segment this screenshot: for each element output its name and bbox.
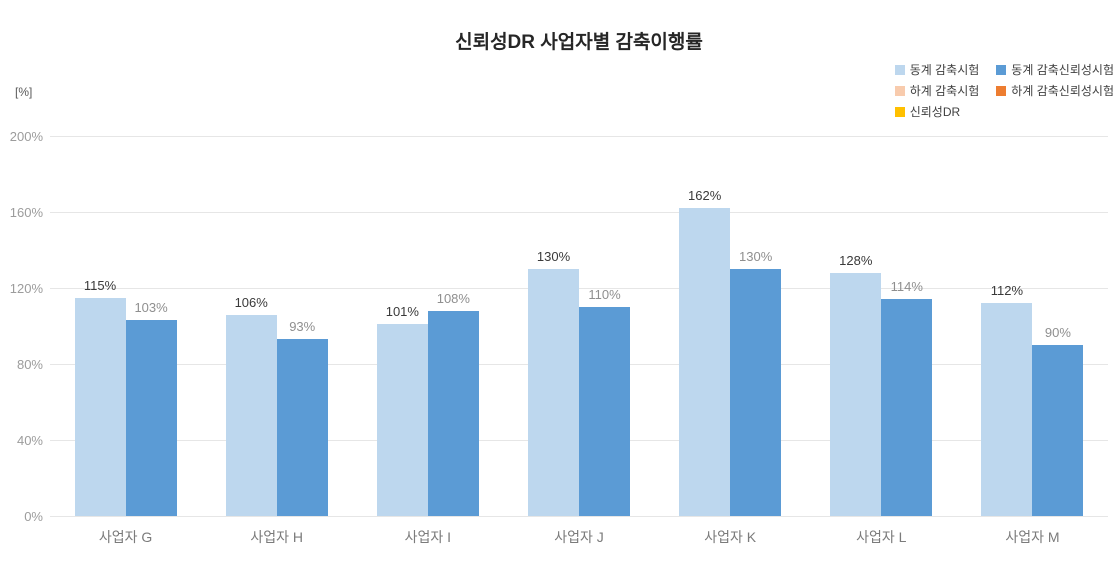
bar-value-label: 106% xyxy=(234,294,268,310)
legend-item: 신뢰성DR xyxy=(894,103,980,120)
x-category-label: 사업자 I xyxy=(404,529,452,545)
legend-label: 동계 감축신뢰성시험 xyxy=(1011,63,1114,77)
legend-swatch-icon xyxy=(894,85,905,96)
y-tick-label: 120% xyxy=(9,281,43,296)
y-tick-label: 160% xyxy=(9,205,43,220)
bar-value-label: 130% xyxy=(739,249,773,264)
legend-label: 하계 감축신뢰성시험 xyxy=(1011,84,1114,98)
plot-area: 115% 103% 106% 93% 101% 108% 130% 110% 162% 130% 1… xyxy=(50,136,1108,517)
bar-winter-test xyxy=(74,297,126,516)
bar-winter-test xyxy=(376,324,428,516)
y-axis-unit-label: [%] xyxy=(15,85,33,99)
legend-item: 동계 감축시험 xyxy=(894,61,980,78)
bar-value-label: 90% xyxy=(1044,325,1071,340)
bar-value-label: 115% xyxy=(83,277,117,293)
bar-value-label: 162% xyxy=(688,188,722,204)
bar-value-label: 130% xyxy=(536,249,571,264)
bar-value-label: 114% xyxy=(890,279,923,295)
bar-value-label: 112% xyxy=(990,283,1024,299)
bar-value-label: 128% xyxy=(839,252,873,268)
x-category-label: 사업자 M xyxy=(1005,529,1060,545)
bar-value-label: 93% xyxy=(289,319,316,335)
bar-winter-reliability-test xyxy=(276,339,328,516)
y-tick-label: 200% xyxy=(9,129,43,144)
legend-swatch-icon xyxy=(996,85,1007,96)
legend-item: 동계 감축신뢰성시험 xyxy=(996,61,1114,78)
gridline xyxy=(50,288,1108,289)
legend-label: 동계 감축시험 xyxy=(909,63,980,77)
x-category-label: 사업자 L xyxy=(856,529,907,545)
gridline xyxy=(50,136,1108,137)
y-tick-label: 0% xyxy=(24,509,43,524)
bar-winter-reliability-test xyxy=(1032,345,1084,516)
bar-winter-test xyxy=(830,272,882,516)
bar-value-label: 110% xyxy=(588,287,621,302)
bar-value-label: 103% xyxy=(134,300,168,316)
bar-winter-reliability-test xyxy=(730,269,782,516)
bar-value-label: 101% xyxy=(385,304,419,320)
x-category-label: 사업자 G xyxy=(98,529,153,545)
bar-winter-test xyxy=(528,269,579,516)
bar-winter-reliability-test xyxy=(125,320,177,516)
y-tick-label: 40% xyxy=(16,433,43,448)
bar-winter-test xyxy=(679,208,731,516)
gridline xyxy=(50,516,1108,517)
x-category-label: 사업자 K xyxy=(704,529,757,545)
legend-label: 하계 감축시험 xyxy=(909,84,980,98)
bar-winter-test xyxy=(225,314,277,516)
bar-winter-test xyxy=(981,303,1033,516)
legend-swatch-icon xyxy=(894,106,905,117)
legend-item: 하계 감축신뢰성시험 xyxy=(996,82,1114,99)
y-tick-label: 80% xyxy=(16,357,43,372)
bar-winter-reliability-test xyxy=(579,307,630,516)
legend-swatch-icon xyxy=(996,64,1007,75)
gridline xyxy=(50,212,1108,213)
x-category-label: 사업자 H xyxy=(250,529,304,545)
bar-winter-reliability-test xyxy=(881,299,933,516)
legend-item: 하계 감축시험 xyxy=(894,82,980,99)
x-category-label: 사업자 J xyxy=(554,529,604,545)
chart-title: 신뢰성DR 사업자별 감축이행률 xyxy=(455,32,703,53)
bar-value-label: 108% xyxy=(436,290,470,306)
legend-label: 신뢰성DR xyxy=(909,105,961,119)
legend-swatch-icon xyxy=(894,64,905,75)
bar-winter-reliability-test xyxy=(427,310,479,516)
